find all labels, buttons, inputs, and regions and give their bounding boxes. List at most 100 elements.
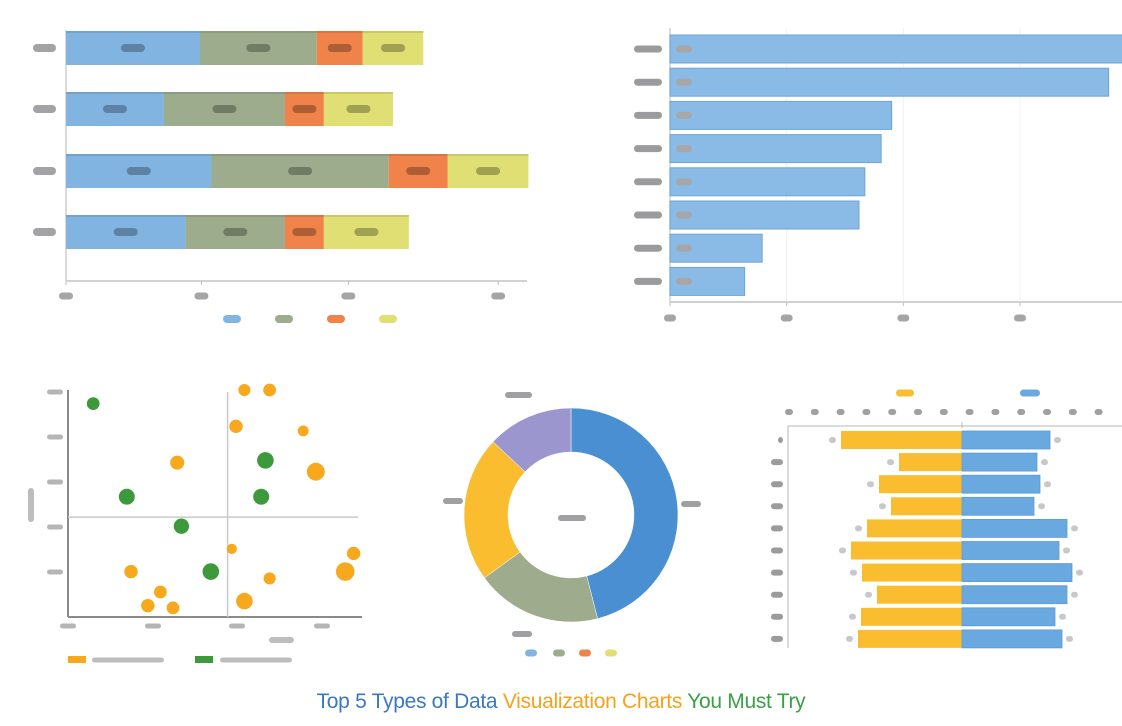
slice-label [443,498,463,504]
legend-swatch [896,389,914,397]
data-label [887,459,894,466]
bubble [263,383,276,397]
x-tick-label [991,409,1000,415]
y-category-label [33,167,56,175]
data-label [292,228,317,236]
data-label [327,44,352,52]
left-bar [867,519,962,538]
data-label [126,167,151,175]
data-label [102,105,127,113]
data-label [1038,503,1045,510]
stacked-bar-segment-edge [447,154,529,156]
x-tick-label [810,409,819,415]
stacked-bar-segment-edge [66,92,164,94]
y-tick-label [47,434,63,440]
y-category-label [634,78,662,86]
bubble [306,462,325,481]
left-bar [861,607,962,626]
data-label [120,44,145,52]
right-bar [961,563,1073,582]
bubble [236,592,253,610]
bubble [166,601,180,615]
data-label [829,437,836,443]
y-category-label [778,437,783,443]
data-label [346,105,371,113]
x-tick-label [341,292,356,300]
right-bar [961,496,1035,516]
x-tick-label [862,409,871,415]
title-part-3: You Must Try [687,690,806,713]
x-tick-label [785,409,793,415]
bubble [257,452,274,469]
data-label [1076,569,1083,576]
right-bar [961,430,1051,450]
data-label [288,167,313,175]
stacked-bar-segment-edge [362,31,424,33]
stacked-bar-segment-edge [323,92,394,94]
left-bar [851,541,962,560]
stacked-bar-segment-edge [284,215,324,217]
title-part-2: Visualization Charts [502,690,688,713]
bubble [118,488,135,505]
left-bar [891,497,962,516]
x-tick-label [1043,409,1051,415]
x-tick-label [664,314,676,322]
center-label [558,515,586,521]
stacked-bar-segment-edge [284,92,324,94]
y-category-label [771,547,783,554]
y-category-label [634,45,662,53]
bar [669,67,1110,97]
data-label [476,167,501,175]
y-category-label [771,635,783,642]
bubble [263,572,276,585]
data-label [867,481,874,488]
data-label [1044,481,1051,488]
stacked-bar-segment-edge [163,92,285,94]
y-tick-label [47,389,63,395]
data-label [406,167,431,175]
y-tick-label [47,569,63,575]
stacked-bar-segment-edge [388,154,448,156]
donut-chart [443,392,701,657]
bubble [141,598,155,613]
x-tick-label [60,623,76,629]
x-tick-label [314,623,330,629]
legend-swatch [223,315,241,323]
x-tick-label [965,409,974,415]
legend-swatch [579,649,591,657]
butterfly-chart [771,389,1122,649]
legend-label [92,657,164,663]
x-tick-label [1014,314,1026,322]
data-label [1059,613,1066,620]
x-tick-label [939,409,948,415]
bubble [297,425,309,437]
x-tick-label [780,314,793,322]
bubble [335,562,355,581]
data-label [839,547,846,554]
page-title: Top 5 Types of Data Visualization Charts… [0,690,1122,714]
y-category-label [634,178,662,186]
legend-swatch [605,649,617,657]
right-bar [961,541,1060,560]
left-bar [899,453,962,472]
slice-label [512,631,532,637]
bar [669,100,893,130]
y-category-label [634,211,662,219]
bar [669,167,866,197]
y-tick-label [47,524,63,530]
legend-swatch [275,315,293,323]
legend-swatch [525,649,537,657]
x-tick-label [229,623,245,629]
data-label [354,228,379,236]
data-label [676,145,692,153]
bubble [229,419,243,434]
x-tick-label [1017,409,1026,415]
bubble [253,488,270,505]
data-label [246,44,271,52]
x-tick-label [1094,409,1103,415]
stacked-bar-chart [33,30,529,323]
bar [669,134,882,164]
right-bar [961,607,1056,627]
data-label [676,78,692,86]
